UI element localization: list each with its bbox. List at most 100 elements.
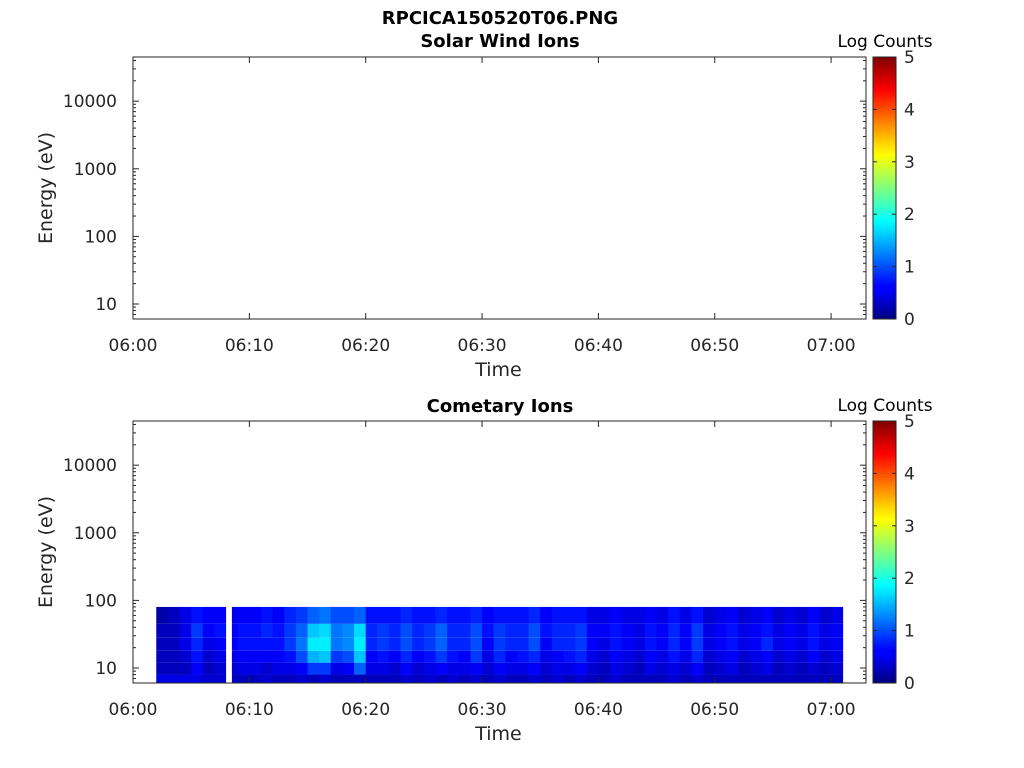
heatmap-cell xyxy=(412,662,425,675)
heatmap-cell xyxy=(272,623,285,638)
heatmap-cell xyxy=(691,606,704,624)
heatmap-cell xyxy=(819,637,832,651)
heatmap-cell xyxy=(714,606,727,624)
heatmap-cell xyxy=(575,637,588,651)
heatmap-cell xyxy=(354,606,367,624)
heatmap-cell xyxy=(447,674,460,683)
heatmap-cell xyxy=(249,650,262,663)
heatmap-cell xyxy=(249,606,262,624)
heatmap-cell xyxy=(656,623,669,638)
heatmap-cell xyxy=(435,606,448,624)
heatmap-cell xyxy=(528,606,541,624)
heatmap-cell xyxy=(330,623,343,638)
heatmap-cell xyxy=(260,650,274,663)
heatmap-cell xyxy=(470,662,483,675)
heatmap-cell xyxy=(831,606,844,624)
heatmap-cell xyxy=(493,662,506,675)
colorbar-tick-label: 0 xyxy=(904,310,915,330)
heatmap-cell xyxy=(388,637,401,651)
panel-title: Solar Wind Ions xyxy=(420,31,579,52)
x-axis-label: Time xyxy=(474,723,522,745)
heatmap-cell xyxy=(726,662,739,675)
y-tick-label: 100 xyxy=(85,227,117,247)
panel-cometary-ions: 06:00 06:10 06:20 06:30 06:40 06:50 07:0010100… xyxy=(35,396,933,745)
heatmap-cell xyxy=(540,662,553,675)
x-tick-label: 07:00 xyxy=(807,336,856,356)
heatmap-cell xyxy=(691,650,704,663)
heatmap-cell xyxy=(586,650,599,663)
heatmap-cell xyxy=(819,650,832,663)
heatmap-cell xyxy=(610,606,623,624)
heatmap-cell xyxy=(644,637,657,651)
heatmap-cell xyxy=(772,637,785,651)
colorbar xyxy=(872,56,897,320)
heatmap-cell xyxy=(540,650,553,663)
heatmap-cell xyxy=(249,637,262,651)
y-tick-label: 10 xyxy=(95,295,117,315)
x-tick-label: 06:30 xyxy=(458,700,507,720)
colorbar-tick-label: 4 xyxy=(904,464,915,484)
heatmap-cell xyxy=(458,650,471,663)
heatmap-cell xyxy=(551,650,564,663)
heatmap-cell xyxy=(179,662,192,675)
heatmap-cell xyxy=(412,650,425,663)
heatmap-cell xyxy=(691,662,704,675)
heatmap-cell xyxy=(610,623,623,638)
heatmap-cell xyxy=(668,650,681,663)
heatmap-cell xyxy=(295,637,308,651)
heatmap-cell xyxy=(295,650,308,663)
heatmap-cell xyxy=(516,674,529,683)
heatmap-cell xyxy=(377,606,390,624)
heatmap-cell xyxy=(482,623,495,638)
heatmap-cell xyxy=(679,623,692,638)
heatmap-cell xyxy=(551,662,564,675)
x-tick-label: 06:20 xyxy=(341,700,390,720)
heatmap-cell xyxy=(319,662,332,675)
heatmap-cell xyxy=(260,674,274,683)
heatmap-cell xyxy=(156,637,169,651)
heatmap-cell xyxy=(819,662,832,675)
heatmap-cell xyxy=(796,662,809,675)
heatmap-cell xyxy=(400,637,413,651)
heatmap-cell xyxy=(540,637,553,651)
heatmap-cell xyxy=(621,623,634,638)
heatmap-cell xyxy=(342,637,355,651)
heatmap-cell xyxy=(610,650,623,663)
heatmap-cell xyxy=(435,623,448,638)
heatmap-cell xyxy=(598,662,611,675)
heatmap-cell xyxy=(807,637,820,651)
heatmap-cell xyxy=(295,662,308,675)
heatmap-cell xyxy=(621,650,634,663)
heatmap-cell xyxy=(284,637,297,651)
heatmap-cell xyxy=(772,623,785,638)
heatmap-cell xyxy=(505,674,518,683)
heatmap-cell xyxy=(738,623,751,638)
heatmap-cell xyxy=(167,606,180,624)
heatmap-cell xyxy=(575,650,588,663)
heatmap-cell xyxy=(330,674,343,683)
colorbar-title: Log Counts xyxy=(837,32,932,52)
heatmap-cell xyxy=(354,637,367,651)
heatmap-cell xyxy=(551,637,564,651)
heatmap-cell xyxy=(703,650,716,663)
heatmap-cell xyxy=(691,637,704,651)
heatmap-cell xyxy=(714,637,727,651)
heatmap-cell xyxy=(505,650,518,663)
heatmap-cell xyxy=(610,662,623,675)
heatmap-cell xyxy=(796,674,809,683)
heatmap-cell xyxy=(330,606,343,624)
heatmap-cell xyxy=(284,674,297,683)
heatmap-cell xyxy=(516,662,529,675)
heatmap-cell xyxy=(435,662,448,675)
heatmap-cell xyxy=(249,662,262,675)
heatmap-cell xyxy=(458,606,471,624)
heatmap-cell xyxy=(563,650,576,663)
x-tick-label: 06:00 xyxy=(109,336,158,356)
heatmap-cell xyxy=(807,650,820,663)
heatmap-cell xyxy=(377,674,390,683)
heatmap-cell xyxy=(377,637,390,651)
x-axis-label: Time xyxy=(474,359,522,381)
heatmap-cell xyxy=(761,623,774,638)
heatmap-cell xyxy=(586,606,599,624)
